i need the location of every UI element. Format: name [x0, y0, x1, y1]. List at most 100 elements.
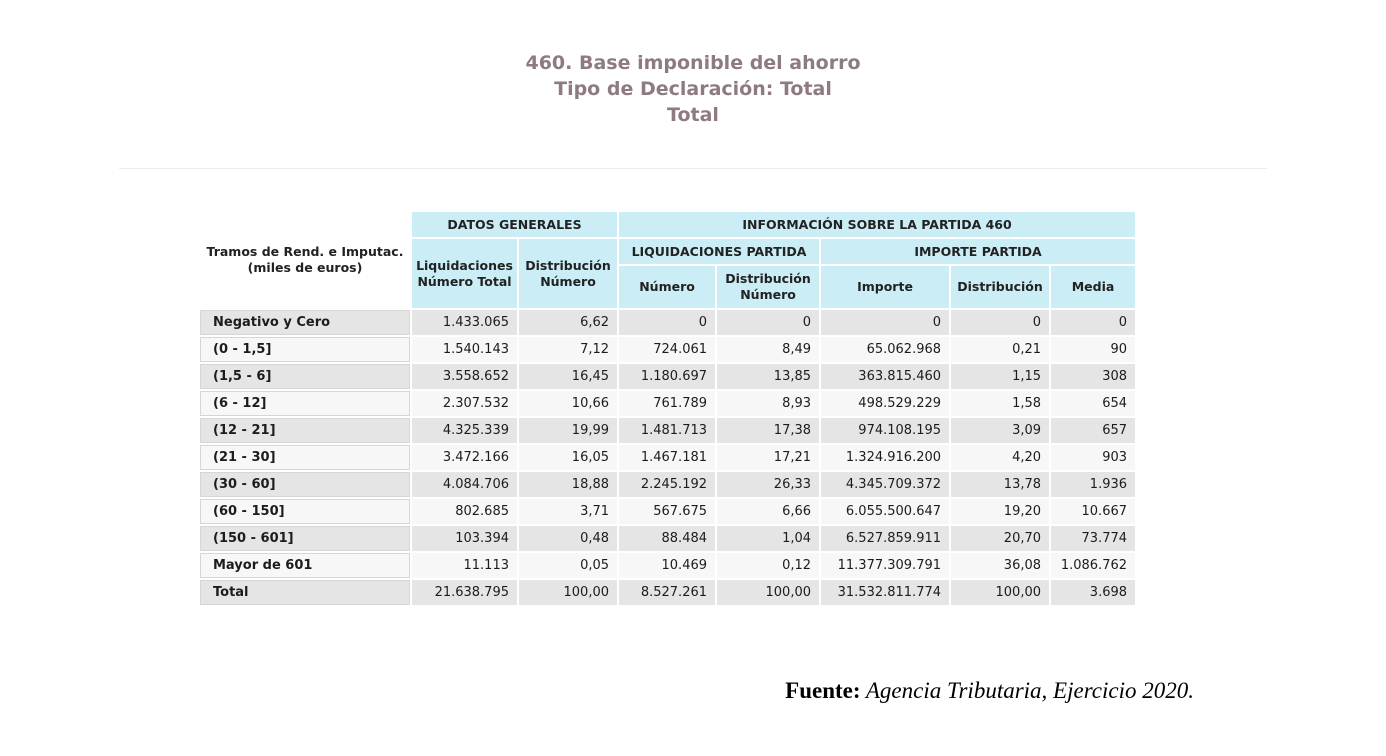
cell: 0,12 — [717, 553, 820, 578]
cell: 13,85 — [717, 364, 820, 389]
cell: 18,88 — [519, 472, 618, 497]
cell: 6.527.859.911 — [821, 526, 950, 551]
row-label: (12 - 21] — [200, 418, 410, 443]
cell: 363.815.460 — [821, 364, 950, 389]
cell: 100,00 — [951, 580, 1050, 605]
cell: 20,70 — [951, 526, 1050, 551]
cell: 0,05 — [519, 553, 618, 578]
cell: 103.394 — [412, 526, 517, 551]
cell: 100,00 — [717, 580, 820, 605]
source-label: Fuente: — [785, 678, 861, 703]
cell: 8.527.261 — [619, 580, 716, 605]
cell: 100,00 — [519, 580, 618, 605]
cell: 1.086.762 — [1051, 553, 1136, 578]
cell: 6.055.500.647 — [821, 499, 950, 524]
cell: 6,66 — [717, 499, 820, 524]
column-group-importe-partida: IMPORTE PARTIDA — [821, 239, 1136, 264]
cell: 36,08 — [951, 553, 1050, 578]
header-row-subgroups: Liquidaciones Número Total Distribución … — [200, 239, 1136, 308]
cell: 3.558.652 — [412, 364, 517, 389]
cell: 1,15 — [951, 364, 1050, 389]
row-label: (0 - 1,5] — [200, 337, 410, 362]
cell: 19,99 — [519, 418, 618, 443]
cell: 73.774 — [1051, 526, 1136, 551]
source-note: Fuente: Agencia Tributaria, Ejercicio 20… — [785, 678, 1194, 704]
cell: 3,09 — [951, 418, 1050, 443]
cell: 3,71 — [519, 499, 618, 524]
cell: 1.540.143 — [412, 337, 517, 362]
report-title: 460. Base imponible del ahorro Tipo de D… — [0, 0, 1386, 128]
table-row: (1,5 - 6] 3.558.652 16,45 1.180.697 13,85 363… — [200, 364, 1136, 389]
cell: 21.638.795 — [412, 580, 517, 605]
cell: 6,62 — [519, 310, 618, 335]
source-text: Agencia Tributaria, Ejercicio 2020. — [860, 678, 1194, 703]
row-label: (6 - 12] — [200, 391, 410, 416]
cell: 11.377.309.791 — [821, 553, 950, 578]
cell: 0 — [619, 310, 716, 335]
cell: 974.108.195 — [821, 418, 950, 443]
cell: 65.062.968 — [821, 337, 950, 362]
cell: 2.245.192 — [619, 472, 716, 497]
cell: 13,78 — [951, 472, 1050, 497]
cell: 657 — [1051, 418, 1136, 443]
column-header-liquidaciones-numero-total: Liquidaciones Número Total — [412, 239, 517, 308]
cell: 4.325.339 — [412, 418, 517, 443]
cell: 3.472.166 — [412, 445, 517, 470]
cell: 10.469 — [619, 553, 716, 578]
data-table: Tramos de Rend. e Imputac. (miles de eur… — [198, 210, 1137, 607]
cell: 8,93 — [717, 391, 820, 416]
column-group-datos-generales: DATOS GENERALES — [412, 212, 618, 237]
cell: 19,20 — [951, 499, 1050, 524]
table-row: (150 - 601] 103.394 0,48 88.484 1,04 6.527.85… — [200, 526, 1136, 551]
column-header-tramos-line2: (miles de euros) — [247, 260, 363, 275]
cell: 0 — [717, 310, 820, 335]
cell: 90 — [1051, 337, 1136, 362]
table-row: Negativo y Cero 1.433.065 6,62 0 0 0 0 0 — [200, 310, 1136, 335]
divider-line — [119, 168, 1267, 169]
cell: 8,49 — [717, 337, 820, 362]
cell: 0,21 — [951, 337, 1050, 362]
row-label: Negativo y Cero — [200, 310, 410, 335]
cell: 0,48 — [519, 526, 618, 551]
cell: 1,58 — [951, 391, 1050, 416]
table-row: (0 - 1,5] 1.540.143 7,12 724.061 8,49 65.062.… — [200, 337, 1136, 362]
cell: 903 — [1051, 445, 1136, 470]
column-header-distribucion-numero: Distribución Número — [519, 239, 618, 308]
cell: 1.180.697 — [619, 364, 716, 389]
table-row: (60 - 150] 802.685 3,71 567.675 6,66 6.055.50… — [200, 499, 1136, 524]
cell: 17,21 — [717, 445, 820, 470]
header-row-columns: Número Distribución Número Importe Distr… — [200, 266, 1136, 308]
cell: 1.433.065 — [412, 310, 517, 335]
cell: 10,66 — [519, 391, 618, 416]
report-title-line2: Tipo de Declaración: Total — [554, 78, 832, 100]
cell: 10.667 — [1051, 499, 1136, 524]
cell: 1.467.181 — [619, 445, 716, 470]
cell: 16,05 — [519, 445, 618, 470]
cell: 724.061 — [619, 337, 716, 362]
report-title-line1: 460. Base imponible del ahorro — [525, 52, 861, 74]
row-label: (21 - 30] — [200, 445, 410, 470]
cell: 3.698 — [1051, 580, 1136, 605]
cell: 4.345.709.372 — [821, 472, 950, 497]
cell: 31.532.811.774 — [821, 580, 950, 605]
cell: 1.481.713 — [619, 418, 716, 443]
column-header-distribucion: Distribución — [951, 266, 1050, 308]
row-label: (1,5 - 6] — [200, 364, 410, 389]
cell: 4,20 — [951, 445, 1050, 470]
cell: 7,12 — [519, 337, 618, 362]
column-group-liquidaciones-partida: LIQUIDACIONES PARTIDA — [619, 239, 820, 264]
cell: 308 — [1051, 364, 1136, 389]
header-row-groups: Tramos de Rend. e Imputac. (miles de eur… — [200, 212, 1136, 275]
cell: 17,38 — [717, 418, 820, 443]
column-header-numero: Número — [619, 266, 716, 308]
document-page: 460. Base imponible del ahorro Tipo de D… — [0, 0, 1386, 703]
table-row: Mayor de 601 11.113 0,05 10.469 0,12 11.377.3… — [200, 553, 1136, 578]
column-header-media: Media — [1051, 266, 1136, 308]
column-header-tramos: Tramos de Rend. e Imputac. (miles de eur… — [200, 212, 410, 308]
cell: 16,45 — [519, 364, 618, 389]
table-row: (30 - 60] 4.084.706 18,88 2.245.192 26,33 4.3… — [200, 472, 1136, 497]
cell: 802.685 — [412, 499, 517, 524]
cell: 11.113 — [412, 553, 517, 578]
cell: 1.936 — [1051, 472, 1136, 497]
cell: 0 — [1051, 310, 1136, 335]
